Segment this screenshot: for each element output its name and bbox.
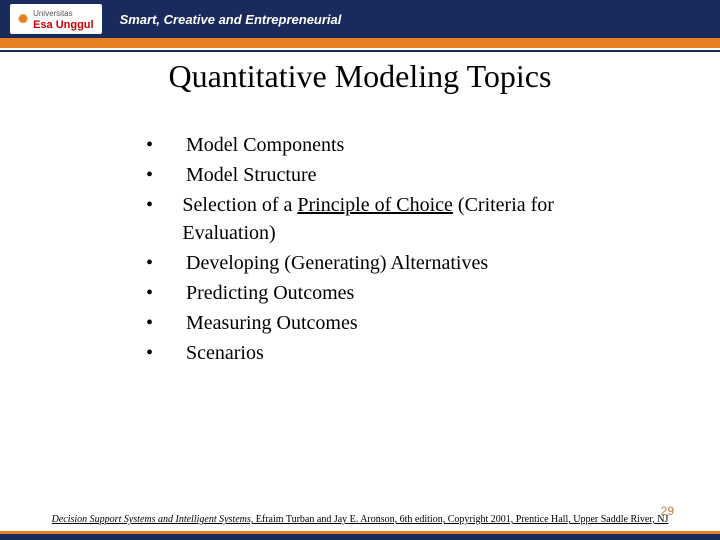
list-item-text: Model Components <box>186 131 344 159</box>
list-item-text: Scenarios <box>186 339 264 367</box>
list-item-text: Developing (Generating) Alternatives <box>186 249 488 277</box>
bullet-dot: • <box>140 279 186 307</box>
logo-mark-icon: ✺ <box>18 12 28 26</box>
list-item: •Selection of a Principle of Choice (Cri… <box>140 191 610 247</box>
bullet-dot: • <box>140 309 186 337</box>
tagline: Smart, Creative and Entrepreneurial <box>120 12 342 27</box>
orange-strip <box>0 38 720 48</box>
bullet-dot: • <box>140 339 186 367</box>
page-title: Quantitative Modeling Topics <box>0 58 720 95</box>
list-item-text: Model Structure <box>186 161 317 189</box>
list-item-text: Measuring Outcomes <box>186 309 358 337</box>
bullet-dot: • <box>140 191 182 219</box>
logo: ✺ Universitas Esa Unggul <box>10 4 102 34</box>
list-item-text: Predicting Outcomes <box>186 279 354 307</box>
bottom-blue-bar <box>0 534 720 540</box>
footer-citation: Decision Support Systems and Intelligent… <box>0 514 720 526</box>
thin-blue-line <box>0 50 720 52</box>
list-item: •Developing (Generating) Alternatives <box>140 249 610 277</box>
footer-rest: Efraim Turban and Jay E. Aronson, 6th ed… <box>253 514 668 525</box>
list-item: •Scenarios <box>140 339 610 367</box>
bullet-dot: • <box>140 249 186 277</box>
bullet-dot: • <box>140 161 186 189</box>
bullet-dot: • <box>140 131 186 159</box>
list-item-text: Selection of a Principle of Choice (Crit… <box>182 191 610 247</box>
logo-top-text: Universitas <box>33 9 73 18</box>
list-item: •Predicting Outcomes <box>140 279 610 307</box>
page-number: 29 <box>661 504 674 518</box>
list-item: •Model Structure <box>140 161 610 189</box>
logo-name: Esa Unggul <box>33 19 94 31</box>
list-item: •Model Components <box>140 131 610 159</box>
footer-book: Decision Support Systems and Intelligent… <box>52 514 254 525</box>
header-bar: ✺ Universitas Esa Unggul Smart, Creative… <box>0 0 720 38</box>
bullet-list: •Model Components•Model Structure•Select… <box>140 131 610 367</box>
list-item: •Measuring Outcomes <box>140 309 610 337</box>
